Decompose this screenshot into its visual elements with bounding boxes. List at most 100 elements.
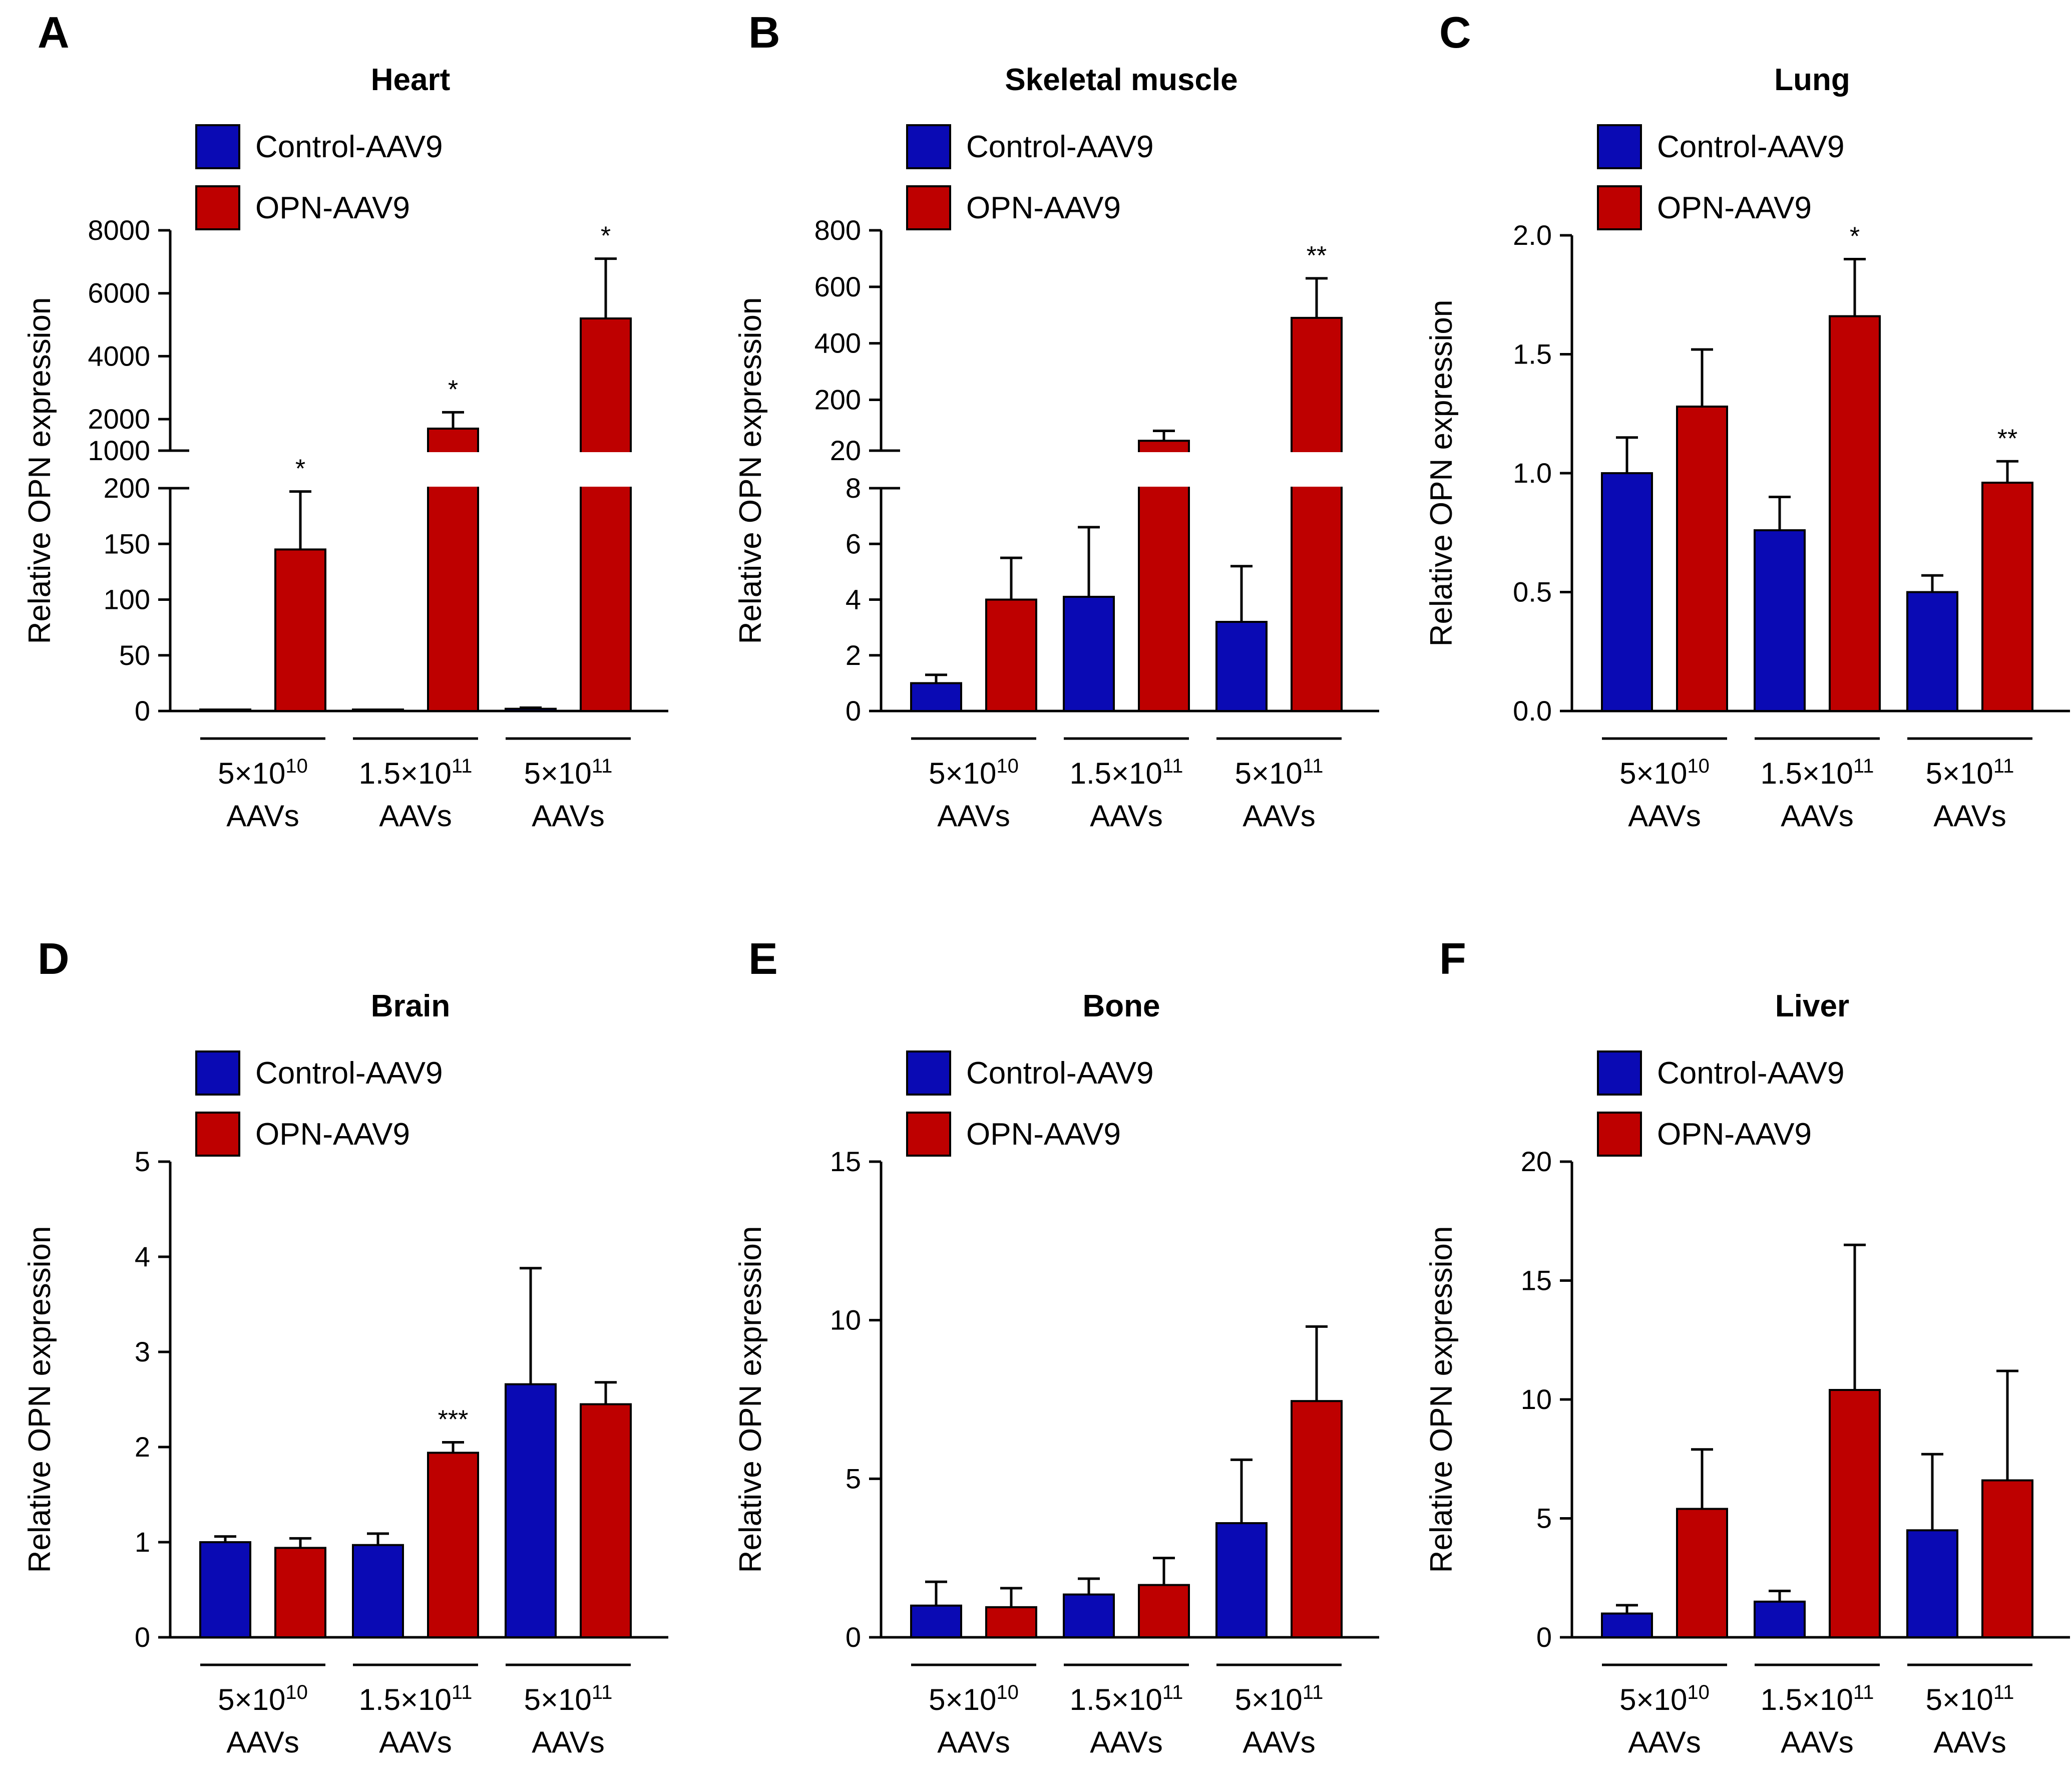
y-tick-label: 800 bbox=[814, 214, 861, 246]
category-dose-label: 5×1010 bbox=[218, 1681, 308, 1716]
axis-break-gap bbox=[1059, 452, 1201, 487]
panel-title: Lung bbox=[1774, 63, 1850, 97]
y-tick-label: 15 bbox=[830, 1146, 861, 1177]
legend-label-control: Control-AAV9 bbox=[1657, 1056, 1844, 1091]
axis-break-gap bbox=[1211, 452, 1354, 487]
legend-label-control: Control-AAV9 bbox=[966, 130, 1153, 164]
category-dose-label: 5×1011 bbox=[1926, 755, 2014, 790]
category-unit-label: AAVs bbox=[226, 799, 299, 833]
category-unit-label: AAVs bbox=[379, 1725, 452, 1759]
panel-label: A bbox=[38, 8, 70, 57]
bar-control bbox=[910, 682, 962, 712]
panel-label: B bbox=[748, 8, 780, 57]
panel-label: C bbox=[1439, 8, 1471, 57]
y-tick-label: 2.0 bbox=[1513, 219, 1552, 251]
bar-control bbox=[1601, 1612, 1653, 1638]
y-tick-label: 3 bbox=[135, 1336, 150, 1367]
category-dose-label: 1.5×1011 bbox=[359, 755, 473, 790]
y-tick-label: 4000 bbox=[88, 340, 150, 372]
bar-opn bbox=[1981, 482, 2033, 712]
category-dose-label: 1.5×1011 bbox=[359, 1681, 473, 1716]
panel-title: Brain bbox=[371, 989, 450, 1023]
category-unit-label: AAVs bbox=[532, 799, 605, 833]
panel-title: Liver bbox=[1775, 989, 1849, 1023]
y-tick-label: 100 bbox=[104, 584, 150, 615]
bar-control bbox=[505, 1383, 557, 1638]
panel-f: F Liver Control-AAV9 OPN-AAV9 Relative OPN e… bbox=[1424, 934, 2070, 1759]
category-dose-label: 5×1011 bbox=[1235, 1681, 1324, 1716]
panel-d: D Brain Control-AAV9 OPN-AAV9 Relative OPN e… bbox=[23, 934, 668, 1759]
y-tick-label: 10 bbox=[1521, 1383, 1552, 1415]
category-unit-label: AAVs bbox=[1781, 799, 1854, 833]
axis-break-gap bbox=[195, 452, 338, 487]
bar-opn bbox=[580, 317, 632, 712]
category-dose-label: 5×1010 bbox=[1619, 755, 1710, 790]
y-tick-label: 0 bbox=[846, 695, 861, 727]
panel-e: E Bone Control-AAV9 OPN-AAV9 Relative OPN ex… bbox=[733, 934, 1379, 1759]
category-dose-label: 5×1011 bbox=[524, 1681, 613, 1716]
bar-control bbox=[1601, 472, 1653, 712]
y-axis-label: Relative OPN expression bbox=[1424, 1226, 1459, 1573]
y-tick-label: 400 bbox=[814, 327, 861, 359]
legend-label-control: Control-AAV9 bbox=[1657, 130, 1844, 164]
bar-opn bbox=[1676, 1508, 1728, 1638]
panel-title: Bone bbox=[1083, 989, 1160, 1023]
category-dose-label: 5×1010 bbox=[929, 1681, 1019, 1716]
y-tick-label: 0.5 bbox=[1513, 576, 1552, 608]
y-tick-label: 200 bbox=[104, 472, 150, 504]
y-tick-label: 1.5 bbox=[1513, 338, 1552, 370]
bar-opn bbox=[985, 1606, 1037, 1639]
y-tick-label: 10 bbox=[830, 1304, 861, 1336]
bar-control bbox=[199, 1541, 251, 1638]
bar-control bbox=[1906, 1529, 1958, 1638]
category-unit-label: AAVs bbox=[1933, 799, 2006, 833]
category-dose-label: 5×1011 bbox=[524, 755, 613, 790]
category-unit-label: AAVs bbox=[937, 799, 1010, 833]
y-tick-label: 20 bbox=[830, 435, 861, 466]
category-unit-label: AAVs bbox=[379, 799, 452, 833]
bar-control bbox=[1063, 595, 1115, 712]
panel-c: C Lung Control-AAV9 OPN-AAV9 Relative OPN ex… bbox=[1424, 8, 2070, 833]
panel-title: Heart bbox=[371, 63, 451, 97]
panel-title: Skeletal muscle bbox=[1005, 63, 1237, 97]
bar-opn bbox=[427, 1452, 479, 1639]
legend-label-control: Control-AAV9 bbox=[255, 1056, 443, 1091]
y-tick-label: 0 bbox=[135, 695, 150, 727]
bar-opn bbox=[1676, 406, 1728, 712]
y-tick-label: 600 bbox=[814, 271, 861, 302]
y-tick-label: 2 bbox=[846, 639, 861, 671]
legend-label-opn: OPN-AAV9 bbox=[255, 191, 410, 225]
y-tick-label: 0.0 bbox=[1513, 695, 1552, 727]
y-tick-label: 5 bbox=[846, 1463, 861, 1494]
legend-label-opn: OPN-AAV9 bbox=[1657, 191, 1812, 225]
category-unit-label: AAVs bbox=[1933, 1725, 2006, 1759]
panel-a: A Heart Control-AAV9 OPN-AAV9 Relative OPN e… bbox=[23, 8, 668, 833]
bar-control bbox=[910, 1604, 962, 1638]
bar-opn bbox=[1291, 1400, 1343, 1639]
category-unit-label: AAVs bbox=[226, 1725, 299, 1759]
category-unit-label: AAVs bbox=[1242, 799, 1316, 833]
legend-swatch-opn bbox=[1597, 185, 1642, 230]
y-axis-label: Relative OPN expression bbox=[733, 297, 768, 644]
panel-b: B Skeletal muscle Control-AAV9 OPN-AAV9 Rela… bbox=[733, 8, 1379, 833]
bar-control bbox=[1754, 529, 1806, 712]
y-tick-label: 8000 bbox=[88, 214, 150, 246]
bar-opn bbox=[274, 548, 326, 712]
category-dose-label: 5×1010 bbox=[1619, 1681, 1710, 1716]
y-tick-label: 150 bbox=[104, 528, 150, 559]
y-tick-label: 1 bbox=[135, 1526, 150, 1558]
significance-marker: *** bbox=[438, 1405, 469, 1435]
bar-opn bbox=[580, 1403, 632, 1638]
y-tick-label: 15 bbox=[1521, 1265, 1552, 1296]
bar-control bbox=[352, 709, 404, 712]
bar-control bbox=[1906, 591, 1958, 712]
bar-opn bbox=[985, 598, 1037, 712]
significance-marker: * bbox=[295, 455, 305, 484]
y-tick-label: 20 bbox=[1521, 1146, 1552, 1177]
legend-swatch-control bbox=[906, 1050, 951, 1096]
bar-control bbox=[352, 1544, 404, 1638]
bar-opn bbox=[1291, 316, 1343, 712]
bar-opn bbox=[274, 1547, 326, 1639]
panel-label: D bbox=[38, 934, 70, 983]
